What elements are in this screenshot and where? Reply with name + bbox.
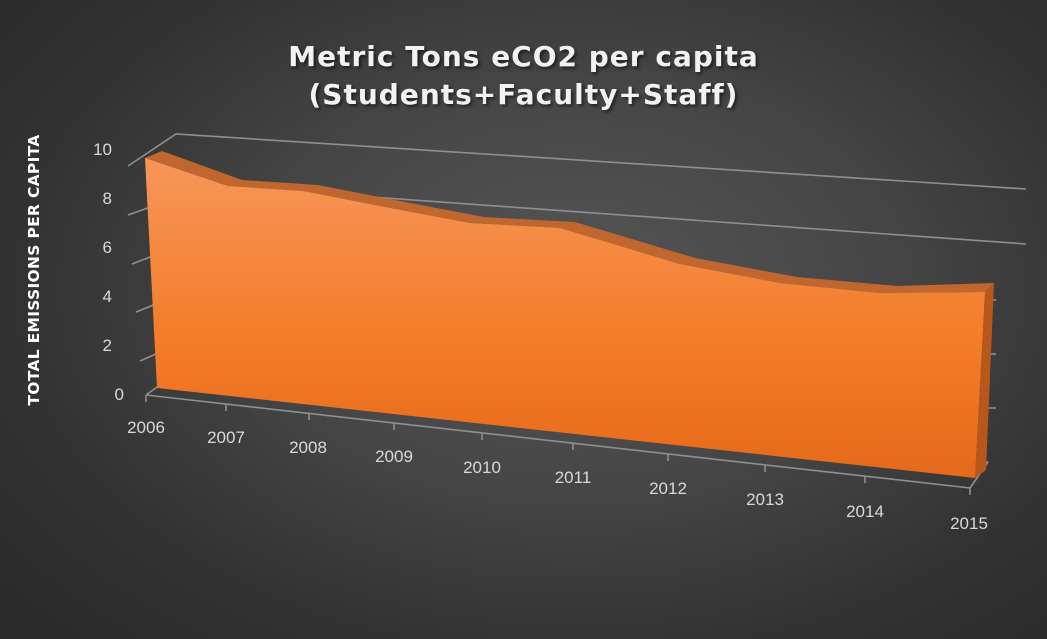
x-tick-2012: 2012 — [649, 479, 687, 498]
x-tick-2008: 2008 — [289, 438, 327, 457]
x-tick-2013: 2013 — [746, 490, 784, 509]
x-tick-2011: 2011 — [555, 468, 592, 487]
y-tick-10: 10 — [93, 140, 112, 159]
y-axis-ticks: 10 8 6 4 2 0 — [93, 140, 124, 404]
x-axis-ticks: 2006 2007 2008 2009 2010 2011 2012 2013 … — [127, 418, 988, 533]
y-tick-8: 8 — [103, 189, 112, 208]
y-tick-6: 6 — [103, 238, 112, 257]
chart-title: Metric Tons eCO2 per capita (Students+Fa… — [0, 38, 1047, 114]
x-tick-2007: 2007 — [207, 428, 245, 447]
y-tick-0: 0 — [115, 385, 124, 404]
emissions-area-series — [145, 151, 994, 478]
x-tick-2010: 2010 — [463, 458, 501, 477]
x-tick-2009: 2009 — [375, 447, 413, 466]
chart-title-line2: (Students+Faculty+Staff) — [308, 78, 739, 111]
x-tick-2006: 2006 — [127, 418, 165, 437]
y-tick-4: 4 — [103, 287, 112, 306]
y-tick-2: 2 — [103, 336, 112, 355]
x-tick-2014: 2014 — [846, 502, 884, 521]
chart-title-line1: Metric Tons eCO2 per capita — [288, 40, 759, 73]
x-tick-2015: 2015 — [950, 514, 988, 533]
